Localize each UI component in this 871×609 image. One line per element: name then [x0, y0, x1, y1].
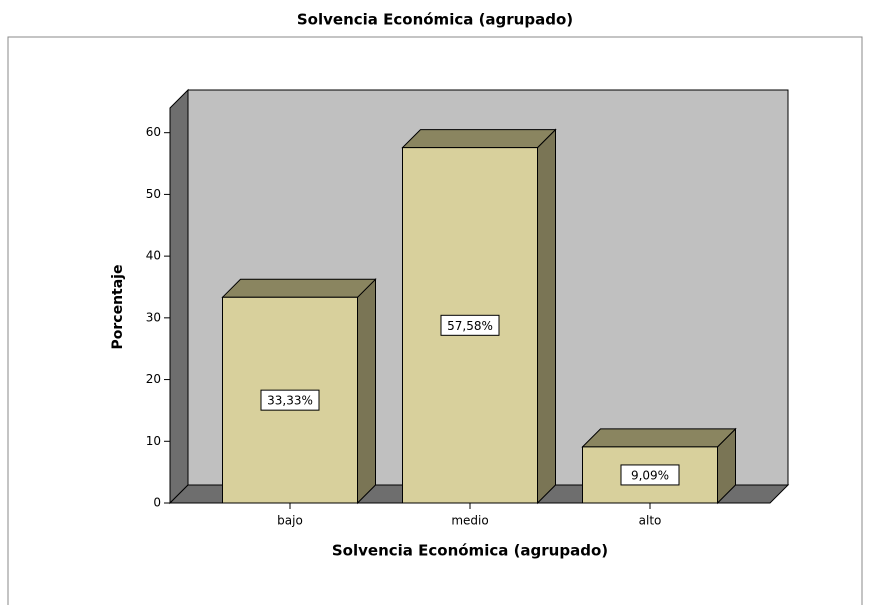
x-axis-label: Solvencia Económica (agrupado) — [332, 542, 608, 560]
data-label-box — [440, 314, 500, 336]
data-label-box — [260, 389, 320, 411]
bar-side — [537, 128, 556, 505]
y-tick-label: 30 — [146, 310, 161, 324]
data-label: 33,33% — [267, 394, 313, 408]
y-tick-label: 50 — [146, 187, 161, 201]
y-tick-label: 0 — [153, 496, 161, 510]
y-tick-label: 20 — [146, 372, 161, 386]
bar-top — [401, 129, 557, 149]
y-tick-label: 60 — [146, 125, 161, 139]
y-tick-label: 10 — [146, 434, 161, 448]
bar-top — [221, 278, 377, 298]
y-axis-label: Porcentaje — [110, 265, 126, 350]
chart-title: Solvencia Económica (agrupado) — [297, 11, 573, 29]
bar-side — [357, 278, 376, 505]
data-label-box — [620, 464, 680, 486]
bar-top — [581, 428, 737, 448]
x-tick-label: alto — [639, 514, 662, 528]
x-tick-label: bajo — [277, 514, 303, 528]
x-tick-label: medio — [451, 514, 488, 528]
y-tick-label: 40 — [146, 249, 161, 263]
data-label: 9,09% — [631, 468, 669, 482]
left-wall — [169, 88, 189, 505]
data-label: 57,58% — [447, 319, 493, 333]
